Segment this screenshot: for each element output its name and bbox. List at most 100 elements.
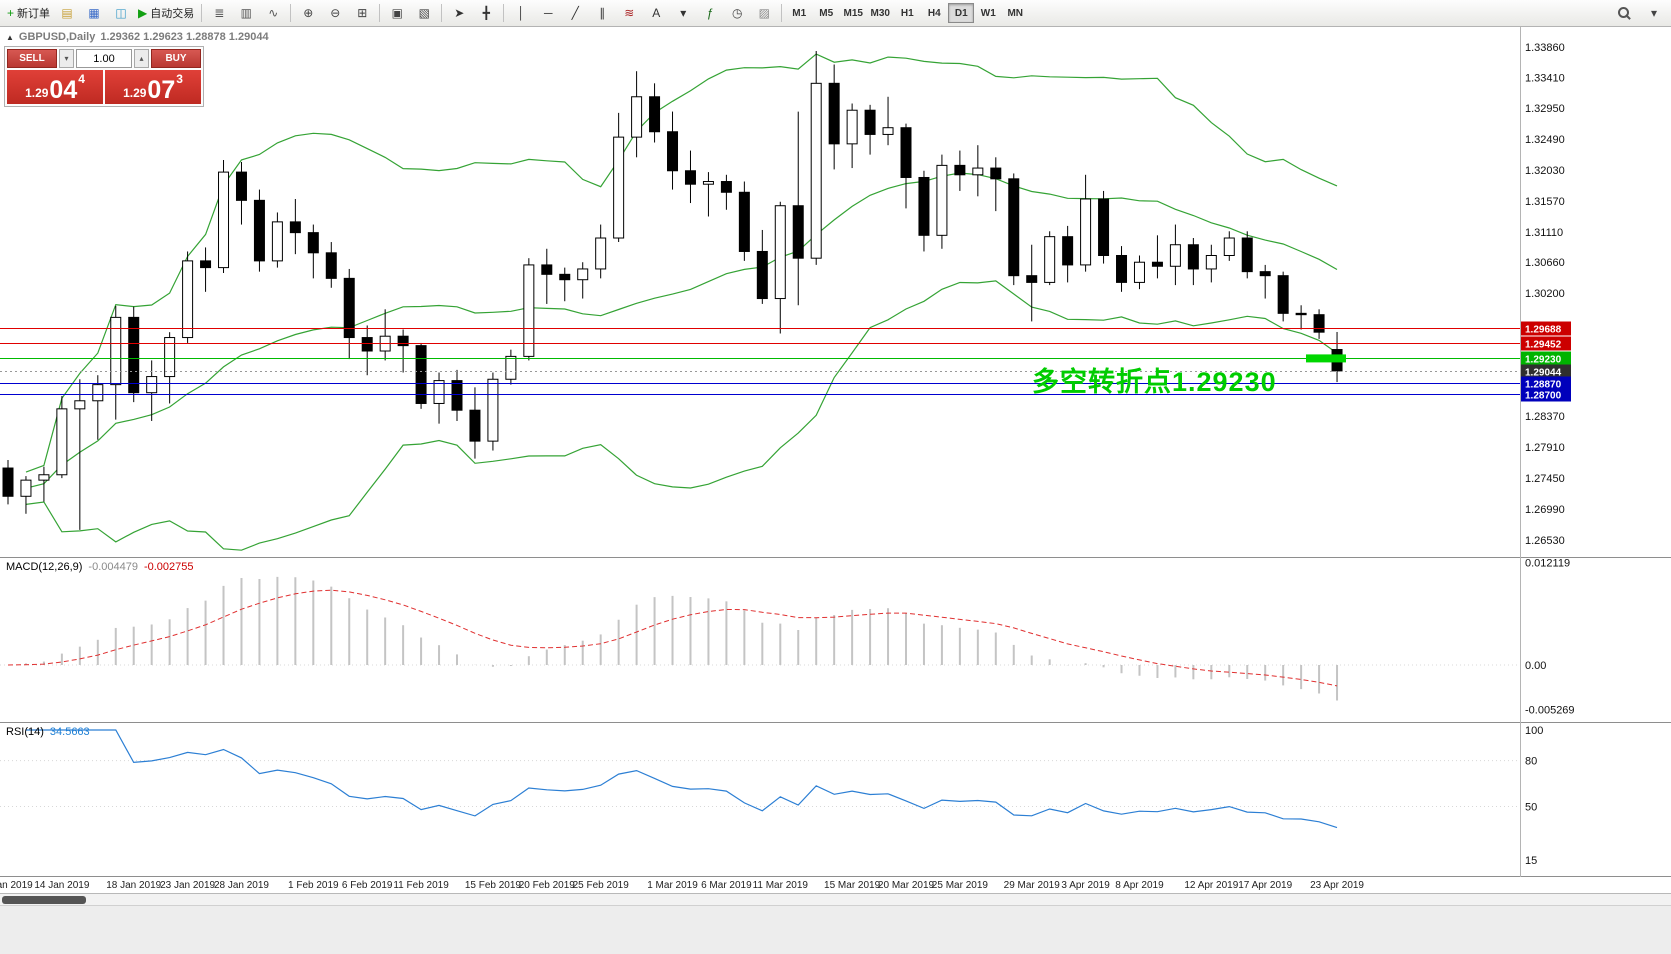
svg-text:1.29044: 1.29044 bbox=[1525, 368, 1562, 379]
svg-text:1.33860: 1.33860 bbox=[1525, 42, 1565, 54]
autotrading-button[interactable]: ▶ 自动交易 bbox=[135, 2, 197, 24]
zoom-out-icon[interactable]: ⊖ bbox=[322, 2, 348, 24]
navigator-icon[interactable]: ◫ bbox=[108, 2, 134, 24]
cursor-icon-glyph: ➤ bbox=[454, 6, 465, 20]
sell-price-sup: 4 bbox=[78, 72, 85, 86]
svg-text:18 Jan 2019: 18 Jan 2019 bbox=[106, 880, 161, 891]
arrow-tools-icon[interactable]: ▾ bbox=[670, 2, 696, 24]
candlestick-type-icon[interactable]: ▥ bbox=[233, 2, 259, 24]
vertical-line-icon[interactable]: │ bbox=[508, 2, 534, 24]
buy-price-button[interactable]: 1.29 07 3 bbox=[105, 70, 201, 104]
trendline-icon[interactable]: ╱ bbox=[562, 2, 588, 24]
timeframe-button-M5[interactable]: M5 bbox=[819, 7, 834, 19]
macd-signal-value: -0.002755 bbox=[143, 561, 194, 573]
volume-input[interactable] bbox=[76, 49, 132, 68]
svg-text:1.32490: 1.32490 bbox=[1525, 134, 1565, 146]
svg-text:9 Jan 2019: 9 Jan 2019 bbox=[0, 880, 33, 891]
text-label-icon[interactable]: A bbox=[643, 2, 669, 24]
horizontal-line-icon[interactable]: ─ bbox=[535, 2, 561, 24]
navigator-icon-glyph: ◫ bbox=[115, 6, 127, 20]
svg-text:100: 100 bbox=[1525, 725, 1543, 737]
market-watch-icon[interactable]: ▦ bbox=[81, 2, 107, 24]
svg-text:0.00: 0.00 bbox=[1525, 660, 1546, 672]
macd-main-value: -0.004479 bbox=[88, 561, 138, 573]
panel-separator[interactable] bbox=[0, 876, 1671, 877]
svg-text:11 Feb 2019: 11 Feb 2019 bbox=[393, 880, 449, 891]
svg-text:1.32030: 1.32030 bbox=[1525, 165, 1565, 177]
new-order-button-label: 新订单 bbox=[17, 8, 51, 20]
macd-title: MACD(12,26,9) bbox=[6, 561, 83, 573]
timeframe-button-M30[interactable]: M30 bbox=[870, 7, 890, 19]
svg-text:1.30660: 1.30660 bbox=[1525, 257, 1565, 269]
timeframe-button-H1[interactable]: H1 bbox=[900, 7, 914, 19]
new-order-button[interactable]: + 新订单 bbox=[4, 2, 53, 24]
svg-text:23 Apr 2019: 23 Apr 2019 bbox=[1310, 880, 1364, 891]
svg-text:1.27450: 1.27450 bbox=[1525, 473, 1565, 485]
buy-button[interactable]: BUY bbox=[151, 49, 201, 68]
svg-text:1.33410: 1.33410 bbox=[1525, 72, 1565, 84]
svg-text:20 Mar 2019: 20 Mar 2019 bbox=[878, 880, 935, 891]
sell-price-big: 04 bbox=[49, 76, 78, 105]
horizontal-scrollbar[interactable] bbox=[0, 893, 1671, 905]
tile-windows-icon[interactable]: ▣ bbox=[384, 2, 410, 24]
timeframe-toolbar: M1 M5 M15 M30 H1 H4 D1 W1 MN bbox=[786, 3, 1028, 23]
svg-text:8 Apr 2019: 8 Apr 2019 bbox=[1115, 880, 1164, 891]
rsi-line bbox=[26, 729, 1338, 829]
price-tag-1.28870 bbox=[1521, 376, 1571, 391]
new-order-icon: + bbox=[7, 6, 15, 20]
profiles-icon[interactable]: ▤ bbox=[54, 2, 80, 24]
crosshair-icon[interactable]: ╋ bbox=[473, 2, 499, 24]
sell-price-button[interactable]: 1.29 04 4 bbox=[7, 70, 103, 104]
fibonacci-icon[interactable]: ≋ bbox=[616, 2, 642, 24]
scrollbar-thumb[interactable] bbox=[2, 896, 86, 904]
price-tag-1.29044 bbox=[1521, 364, 1571, 379]
main-toolbar: + 新订单 ▤ ▦ ◫ ▶ 自动交易 ≣ ▥ ∿ ⊕ ⊖ ⊞ ▣ ▧ ➤ ╋ │ ─ ╱ ∥ ≋ A ▾ ƒ ◷ ▨ M1 M5 M15… bbox=[0, 0, 1671, 27]
timeframe-button-M1[interactable]: M1 bbox=[792, 7, 807, 19]
timeframe-button-M15[interactable]: M15 bbox=[843, 7, 863, 19]
svg-text:1.26990: 1.26990 bbox=[1525, 504, 1565, 516]
turning-point-marker[interactable] bbox=[1306, 354, 1346, 363]
svg-text:1.29688: 1.29688 bbox=[1525, 325, 1562, 336]
buy-price-big: 07 bbox=[147, 76, 176, 105]
volume-decrease-button[interactable]: ▾ bbox=[59, 49, 74, 68]
line-chart-type-icon[interactable]: ∿ bbox=[260, 2, 286, 24]
profiles-icon-glyph: ▤ bbox=[61, 6, 73, 20]
chevron-down-icon: ▾ bbox=[64, 54, 69, 63]
indicators-icon[interactable]: ƒ bbox=[697, 2, 723, 24]
toolbar-overflow-icon[interactable]: ▾ bbox=[1650, 6, 1658, 20]
periods-icon[interactable]: ◷ bbox=[724, 2, 750, 24]
svg-text:6 Feb 2019: 6 Feb 2019 bbox=[342, 880, 393, 891]
cursor-icon[interactable]: ➤ bbox=[446, 2, 472, 24]
templates-icon[interactable]: ▨ bbox=[751, 2, 777, 24]
timeframe-button-D1[interactable]: D1 bbox=[948, 3, 975, 23]
new-chart-icon[interactable]: ▧ bbox=[411, 2, 437, 24]
svg-text:25 Mar 2019: 25 Mar 2019 bbox=[932, 880, 989, 891]
svg-text:29 Mar 2019: 29 Mar 2019 bbox=[1004, 880, 1061, 891]
svg-text:25 Feb 2019: 25 Feb 2019 bbox=[573, 880, 630, 891]
grid-icon[interactable]: ⊞ bbox=[349, 2, 375, 24]
timeframe-button-W1[interactable]: W1 bbox=[980, 7, 996, 19]
svg-text:28 Jan 2019: 28 Jan 2019 bbox=[214, 880, 269, 891]
zoom-in-icon[interactable]: ⊕ bbox=[295, 2, 321, 24]
timeframe-button-MN[interactable]: MN bbox=[1007, 7, 1024, 19]
volume-increase-button[interactable]: ▴ bbox=[134, 49, 149, 68]
svg-text:6 Mar 2019: 6 Mar 2019 bbox=[701, 880, 752, 891]
search-icon[interactable] bbox=[1611, 2, 1637, 24]
zoom-out-icon-glyph: ⊖ bbox=[330, 6, 341, 20]
svg-text:12 Apr 2019: 12 Apr 2019 bbox=[1184, 880, 1238, 891]
svg-text:1.27910: 1.27910 bbox=[1525, 442, 1565, 454]
panel-separator[interactable] bbox=[0, 557, 1671, 558]
trendline-icon-glyph: ╱ bbox=[571, 6, 579, 20]
bollinger-upper-band bbox=[25, 53, 1338, 473]
timeframe-button-H4[interactable]: H4 bbox=[927, 7, 941, 19]
turning-point-annotation[interactable]: 多空转折点1.29230 bbox=[1032, 367, 1277, 397]
vertical-line-icon-glyph: │ bbox=[517, 6, 526, 20]
periods-icon-glyph: ◷ bbox=[732, 6, 743, 20]
sell-button[interactable]: SELL bbox=[7, 49, 57, 68]
bar-chart-type-icon[interactable]: ≣ bbox=[206, 2, 232, 24]
equidistant-channel-icon[interactable]: ∥ bbox=[589, 2, 615, 24]
panel-separator[interactable] bbox=[0, 722, 1671, 723]
symbol-name: GBPUSD,Daily bbox=[18, 31, 96, 43]
svg-text:1.31570: 1.31570 bbox=[1525, 196, 1565, 208]
